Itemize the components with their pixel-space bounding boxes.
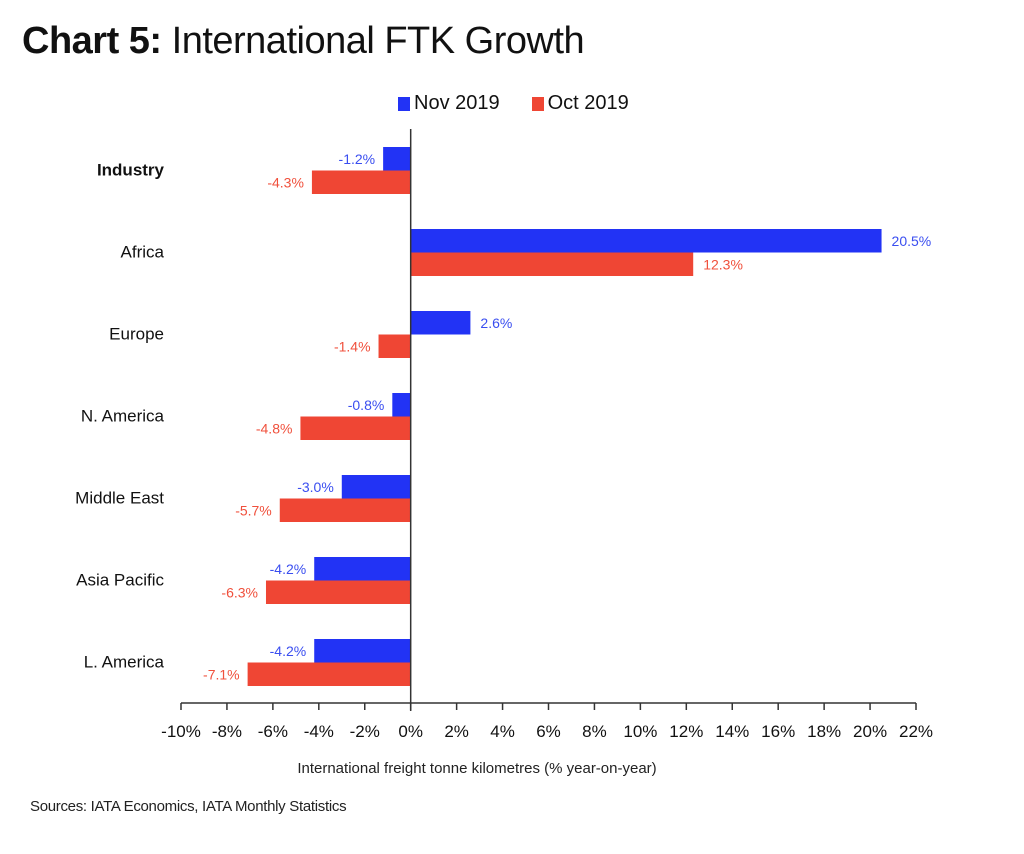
value-label-l-america-nov-2019: -4.2%	[270, 643, 307, 659]
chart-title: Chart 5: International FTK Growth	[22, 20, 585, 63]
x-tick-label: -10%	[161, 722, 201, 741]
category-labels: Industry Africa Europe N. America Middle Eas…	[75, 161, 164, 672]
bar-asia-pacific-nov-2019	[314, 557, 411, 581]
category-label-industry: Industry	[97, 161, 165, 180]
value-label-africa-nov-2019: 20.5%	[892, 233, 932, 249]
x-tick-label: 20%	[853, 722, 887, 741]
category-label-middle-east: Middle East	[75, 489, 164, 508]
category-label-l-america: L. America	[84, 653, 165, 672]
value-label-africa-oct-2019: 12.3%	[703, 256, 743, 272]
chart-title-text: International FTK Growth	[161, 20, 585, 62]
legend-item-nov-2019: Nov 2019	[398, 92, 500, 115]
x-tick-label: 12%	[669, 722, 703, 741]
x-tick-label: 0%	[398, 722, 423, 741]
value-label-l-america-oct-2019: -7.1%	[203, 666, 240, 682]
bar-industry-nov-2019	[383, 147, 411, 171]
x-tick-label: 14%	[715, 722, 749, 741]
x-tick-label: 16%	[761, 722, 795, 741]
legend: Nov 2019 Oct 2019	[398, 92, 661, 115]
bar-industry-oct-2019	[311, 170, 411, 194]
x-tick-label: 2%	[444, 722, 469, 741]
category-label-asia-pacific: Asia Pacific	[76, 571, 164, 590]
category-label-europe: Europe	[109, 325, 164, 344]
source-note: Sources: IATA Economics, IATA Monthly St…	[30, 798, 347, 815]
chart-title-bold: Chart 5:	[22, 20, 162, 62]
legend-swatch-nov-2019	[398, 96, 410, 111]
value-label-middle-east-oct-2019: -5.7%	[235, 502, 272, 518]
bar-europe-oct-2019	[378, 334, 411, 358]
x-tick-label: 22%	[899, 722, 933, 741]
x-tick-label: 4%	[490, 722, 515, 741]
bar-l-america-oct-2019	[247, 662, 411, 686]
category-label-n-america: N. America	[81, 407, 165, 426]
bar-asia-pacific-oct-2019	[265, 580, 411, 604]
legend-item-oct-2019: Oct 2019	[531, 92, 629, 115]
bar-middle-east-oct-2019	[279, 498, 411, 522]
x-tick-label: 8%	[582, 722, 607, 741]
x-tick-label: -6%	[258, 722, 288, 741]
x-tick-label: 10%	[623, 722, 657, 741]
x-axis-label: International freight tonne kilometres (…	[297, 760, 656, 777]
x-tick-label: -8%	[212, 722, 242, 741]
category-label-africa: Africa	[121, 243, 165, 262]
bar-n-america-oct-2019	[300, 416, 411, 440]
bar-n-america-nov-2019	[392, 393, 411, 417]
bar-africa-oct-2019	[410, 252, 694, 276]
bar-africa-nov-2019	[410, 229, 882, 253]
legend-swatch-oct-2019	[531, 96, 544, 111]
value-label-asia-pacific-nov-2019: -4.2%	[270, 561, 307, 577]
value-labels: -1.2% -4.3% 20.5% 12.3% 2.6% -1.4% -0.8% -4.8% -…	[203, 151, 931, 683]
bars-group	[247, 147, 882, 686]
value-label-industry-nov-2019: -1.2%	[339, 151, 376, 167]
value-label-asia-pacific-oct-2019: -6.3%	[221, 584, 258, 600]
bar-europe-nov-2019	[410, 311, 471, 335]
x-tick-label: 6%	[536, 722, 561, 741]
legend-label-nov-2019: Nov 2019	[414, 92, 500, 114]
value-label-industry-oct-2019: -4.3%	[267, 174, 304, 190]
value-label-n-america-nov-2019: -0.8%	[348, 397, 385, 413]
x-tick-label: -4%	[304, 722, 334, 741]
axes: -10% -8% -6% -4% -2% 0% 2% 4% 6% 8% 10% 12% 14% 16% 18…	[161, 129, 933, 741]
value-label-europe-oct-2019: -1.4%	[334, 338, 371, 354]
legend-label-oct-2019: Oct 2019	[547, 92, 629, 114]
value-label-europe-nov-2019: 2.6%	[480, 315, 512, 331]
bar-l-america-nov-2019	[314, 639, 411, 663]
bar-middle-east-nov-2019	[341, 475, 411, 499]
value-label-n-america-oct-2019: -4.8%	[256, 420, 293, 436]
x-tick-label: -2%	[350, 722, 380, 741]
value-label-middle-east-nov-2019: -3.0%	[297, 479, 334, 495]
x-tick-label: 18%	[807, 722, 841, 741]
